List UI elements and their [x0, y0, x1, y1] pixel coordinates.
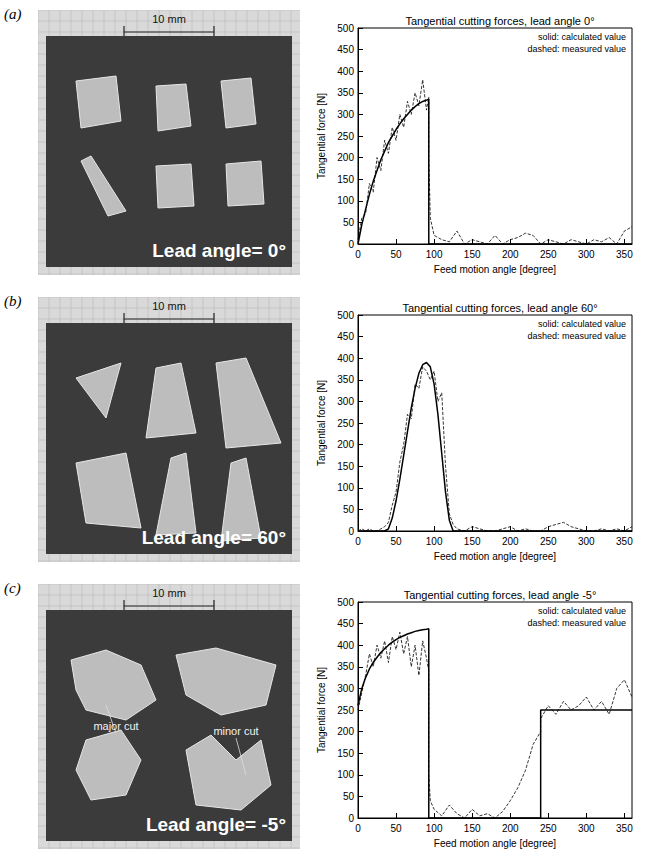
svg-text:200: 200	[337, 439, 354, 450]
svg-text:300: 300	[578, 823, 595, 834]
svg-text:dashed: measured value: dashed: measured value	[527, 331, 626, 341]
svg-text:400: 400	[337, 66, 354, 77]
html-text:(b): (b)	[4, 293, 22, 309]
svg-text:350: 350	[337, 374, 354, 385]
svg-text:500: 500	[337, 310, 354, 321]
svg-text:Tangential force [N]: Tangential force [N]	[316, 380, 327, 466]
svg-text:300: 300	[578, 536, 595, 547]
svg-text:solid: calculated value: solid: calculated value	[538, 32, 626, 42]
svg-text:450: 450	[337, 331, 354, 342]
svg-text:350: 350	[337, 661, 354, 672]
svg-text:200: 200	[502, 536, 519, 547]
svg-text:200: 200	[502, 823, 519, 834]
svg-text:400: 400	[337, 353, 354, 364]
svg-text:100: 100	[337, 195, 354, 206]
svg-text:100: 100	[426, 249, 443, 260]
svg-text:150: 150	[337, 461, 354, 472]
svg-text:300: 300	[578, 249, 595, 260]
svg-text:350: 350	[337, 87, 354, 98]
svg-text:Lead angle= 60°: Lead angle= 60°	[142, 527, 286, 548]
svg-text:250: 250	[540, 823, 557, 834]
svg-text:Feed motion angle [degree]: Feed motion angle [degree]	[434, 838, 557, 849]
svg-text:dashed: measured value: dashed: measured value	[527, 44, 626, 54]
svg-text:150: 150	[337, 174, 354, 185]
svg-text:0: 0	[355, 249, 361, 260]
svg-text:350: 350	[616, 249, 633, 260]
svg-text:Feed motion angle [degree]: Feed motion angle [degree]	[434, 264, 557, 275]
svg-text:0: 0	[355, 823, 361, 834]
svg-text:300: 300	[337, 396, 354, 407]
svg-text:450: 450	[337, 44, 354, 55]
svg-text:500: 500	[337, 597, 354, 608]
svg-text:250: 250	[540, 249, 557, 260]
svg-text:150: 150	[464, 823, 481, 834]
svg-text:dashed: measured value: dashed: measured value	[527, 618, 626, 628]
svg-text:100: 100	[337, 482, 354, 493]
svg-text:0: 0	[348, 526, 354, 537]
svg-text:250: 250	[337, 418, 354, 429]
svg-text:50: 50	[390, 536, 402, 547]
svg-text:50: 50	[343, 217, 355, 228]
svg-text:500: 500	[337, 23, 354, 34]
svg-text:Tangential cutting forces, lea: Tangential cutting forces, lead angle 0°	[405, 15, 594, 27]
svg-text:10 mm: 10 mm	[152, 587, 186, 599]
html-text:(c): (c)	[4, 580, 21, 596]
svg-text:Lead angle= -5°: Lead angle= -5°	[146, 814, 286, 835]
html-text:(a): (a)	[4, 6, 22, 22]
svg-text:Tangential cutting forces, lea: Tangential cutting forces, lead angle -5…	[404, 589, 597, 601]
svg-text:250: 250	[540, 536, 557, 547]
svg-text:350: 350	[616, 823, 633, 834]
svg-text:100: 100	[426, 823, 443, 834]
svg-text:Feed motion angle [degree]: Feed motion angle [degree]	[434, 551, 557, 562]
svg-text:Lead angle= 0°: Lead angle= 0°	[152, 240, 286, 261]
svg-text:100: 100	[337, 769, 354, 780]
svg-text:150: 150	[337, 748, 354, 759]
svg-text:150: 150	[464, 536, 481, 547]
svg-text:250: 250	[337, 131, 354, 142]
svg-text:100: 100	[426, 536, 443, 547]
svg-text:350: 350	[616, 536, 633, 547]
svg-text:200: 200	[337, 726, 354, 737]
svg-text:10 mm: 10 mm	[152, 13, 186, 25]
svg-text:50: 50	[390, 249, 402, 260]
svg-text:250: 250	[337, 705, 354, 716]
svg-text:200: 200	[337, 152, 354, 163]
svg-text:50: 50	[390, 823, 402, 834]
svg-text:400: 400	[337, 640, 354, 651]
svg-text:Tangential force [N]: Tangential force [N]	[316, 93, 327, 179]
svg-text:300: 300	[337, 109, 354, 120]
svg-text:0: 0	[348, 239, 354, 250]
svg-text:150: 150	[464, 249, 481, 260]
svg-text:200: 200	[502, 249, 519, 260]
svg-text:minor cut: minor cut	[213, 725, 258, 737]
svg-text:0: 0	[348, 813, 354, 824]
svg-text:10 mm: 10 mm	[152, 300, 186, 312]
svg-text:major cut: major cut	[93, 720, 138, 732]
svg-text:solid: calculated value: solid: calculated value	[538, 606, 626, 616]
svg-text:50: 50	[343, 791, 355, 802]
svg-text:0: 0	[355, 536, 361, 547]
svg-text:solid: calculated value: solid: calculated value	[538, 319, 626, 329]
svg-text:Tangential force [N]: Tangential force [N]	[316, 667, 327, 753]
svg-text:300: 300	[337, 683, 354, 694]
svg-text:450: 450	[337, 618, 354, 629]
svg-text:50: 50	[343, 504, 355, 515]
svg-text:Tangential cutting forces, lea: Tangential cutting forces, lead angle 60…	[402, 302, 597, 314]
